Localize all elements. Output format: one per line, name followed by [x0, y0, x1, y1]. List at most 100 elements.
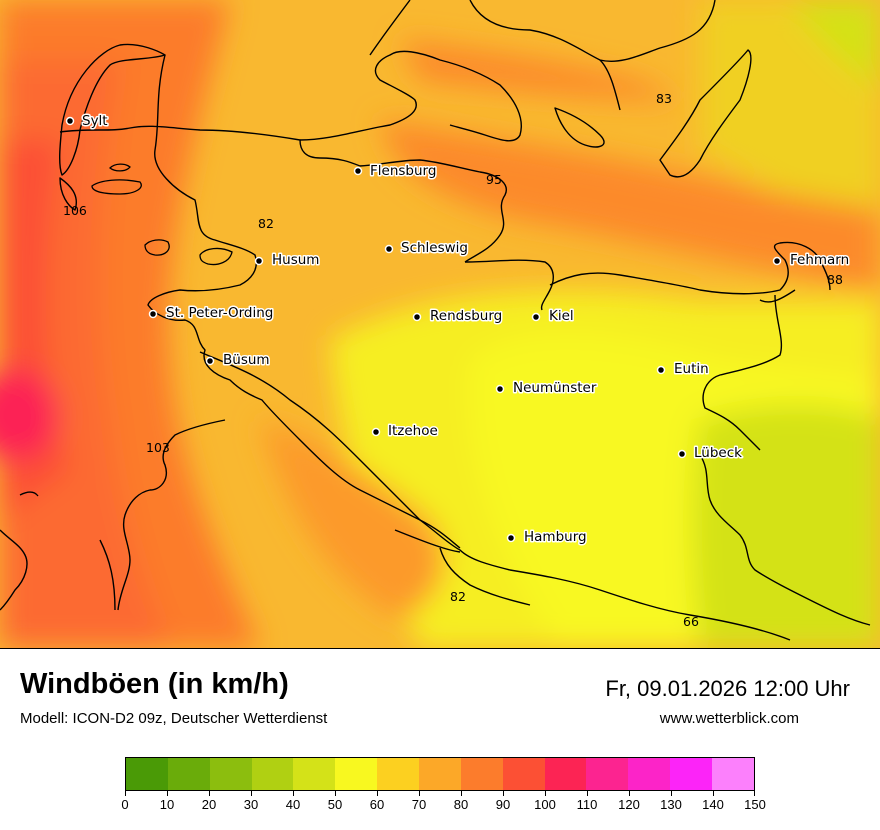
- value-label: 82: [450, 589, 466, 604]
- city-label: Itzehoe: [388, 423, 438, 439]
- value-label: 103: [146, 440, 170, 455]
- city-buesum[interactable]: Büsum: [205, 351, 271, 370]
- legend-tick: [671, 791, 672, 796]
- value-label: 66: [683, 614, 699, 629]
- legend-swatch: [628, 758, 671, 790]
- legend-tick: [251, 791, 252, 796]
- legend-swatch: [377, 758, 420, 790]
- gust-values: 83 95 106 82 88 103 82 66: [63, 91, 843, 629]
- city-label: Rendsburg: [430, 308, 502, 324]
- legend-tick: [461, 791, 462, 796]
- legend-tick-label: 40: [285, 797, 301, 812]
- city-schleswig[interactable]: Schleswig: [384, 239, 470, 258]
- city-markers: Sylt Flensburg Schleswig Husum Fehmarn S…: [65, 112, 851, 547]
- city-dot: [254, 256, 264, 266]
- city-label: Kiel: [549, 308, 574, 324]
- color-legend: [125, 757, 755, 791]
- legend-tick-label: 50: [327, 797, 343, 812]
- legend-swatch: [167, 758, 210, 790]
- legend-tick-label: 130: [660, 797, 682, 812]
- legend-tick-label: 30: [243, 797, 259, 812]
- website-link[interactable]: www.wetterblick.com: [659, 710, 799, 727]
- legend-tick-label: 90: [495, 797, 511, 812]
- legend-ticks: 0 10 20 30 40 50 60 70 80 90 100 110 120 130 140 150: [121, 791, 766, 821]
- legend-swatch: [209, 758, 252, 790]
- value-label: 83: [656, 91, 672, 106]
- city-label: Büsum: [223, 352, 270, 368]
- legend-tick-label: 150: [744, 797, 766, 812]
- legend-tick-label: 140: [702, 797, 724, 812]
- map-title: Windböen (in km/h): [20, 668, 289, 700]
- city-label: Sylt: [82, 113, 108, 129]
- legend-tick-label: 120: [618, 797, 640, 812]
- legend-tick: [377, 791, 378, 796]
- legend-tick-label: 110: [576, 797, 598, 812]
- legend-tick-label: 60: [369, 797, 385, 812]
- legend-swatch: [586, 758, 629, 790]
- legend-tick: [293, 791, 294, 796]
- city-dot: [148, 309, 158, 319]
- city-itzehoe[interactable]: Itzehoe: [371, 422, 439, 441]
- city-luebeck[interactable]: Lübeck: [677, 444, 744, 463]
- city-label: St. Peter-Ording: [166, 305, 273, 321]
- legend-swatch: [335, 758, 378, 790]
- city-label: Husum: [272, 252, 319, 268]
- legend-tick: [419, 791, 420, 796]
- legend-tick: [335, 791, 336, 796]
- city-label: Schleswig: [401, 240, 468, 256]
- city-hamburg[interactable]: Hamburg: [506, 528, 588, 547]
- city-label: Hamburg: [524, 529, 587, 545]
- model-source: Modell: ICON-D2 09z, Deutscher Wetterdie…: [20, 710, 328, 727]
- city-fehmarn[interactable]: Fehmarn: [772, 251, 851, 270]
- city-husum[interactable]: Husum: [254, 251, 321, 270]
- legend-swatch: [502, 758, 545, 790]
- city-st-peter-ording[interactable]: St. Peter-Ording: [148, 304, 275, 323]
- value-label: 82: [258, 216, 274, 231]
- legend-tick: [125, 791, 126, 796]
- city-dot: [65, 116, 75, 126]
- city-dot: [677, 449, 687, 459]
- legend-tick: [629, 791, 630, 796]
- legend-tick: [545, 791, 546, 796]
- city-kiel[interactable]: Kiel: [531, 307, 575, 326]
- value-label: 95: [486, 172, 502, 187]
- value-label: 106: [63, 203, 87, 218]
- legend-tick: [503, 791, 504, 796]
- city-flensburg[interactable]: Flensburg: [353, 162, 438, 181]
- value-label: 88: [827, 272, 843, 287]
- city-dot: [412, 312, 422, 322]
- field-texture: [0, 0, 880, 648]
- city-dot: [205, 356, 215, 366]
- city-dot: [384, 244, 394, 254]
- legend-tick-label: 80: [453, 797, 469, 812]
- legend-swatch: [460, 758, 503, 790]
- map-canvas: Sylt Flensburg Schleswig Husum Fehmarn S…: [0, 0, 880, 648]
- city-eutin[interactable]: Eutin: [656, 360, 710, 379]
- legend-tick-label: 10: [159, 797, 175, 812]
- city-dot: [656, 365, 666, 375]
- wind-gust-map: Sylt Flensburg Schleswig Husum Fehmarn S…: [0, 0, 880, 649]
- coastlines: [0, 0, 871, 641]
- city-label: Eutin: [674, 361, 709, 377]
- city-dot: [506, 533, 516, 543]
- city-dot: [353, 166, 363, 176]
- legend-tick-label: 20: [201, 797, 217, 812]
- legend-tick: [754, 791, 755, 796]
- legend-tick: [167, 791, 168, 796]
- city-dot: [371, 427, 381, 437]
- city-label: Lübeck: [694, 445, 742, 461]
- legend-tick: [209, 791, 210, 796]
- legend-swatch: [670, 758, 713, 790]
- islands: [91, 163, 233, 266]
- city-sylt[interactable]: Sylt: [65, 112, 109, 131]
- city-neumuenster[interactable]: Neumünster: [495, 379, 598, 398]
- legend-swatch: [544, 758, 587, 790]
- legend-swatch: [419, 758, 461, 790]
- city-dot: [772, 256, 782, 266]
- city-rendsburg[interactable]: Rendsburg: [412, 307, 504, 326]
- city-label: Neumünster: [513, 380, 597, 396]
- legend-tick-label: 100: [534, 797, 556, 812]
- legend-tick: [713, 791, 714, 796]
- legend-swatch: [126, 758, 168, 790]
- legend-tick: [587, 791, 588, 796]
